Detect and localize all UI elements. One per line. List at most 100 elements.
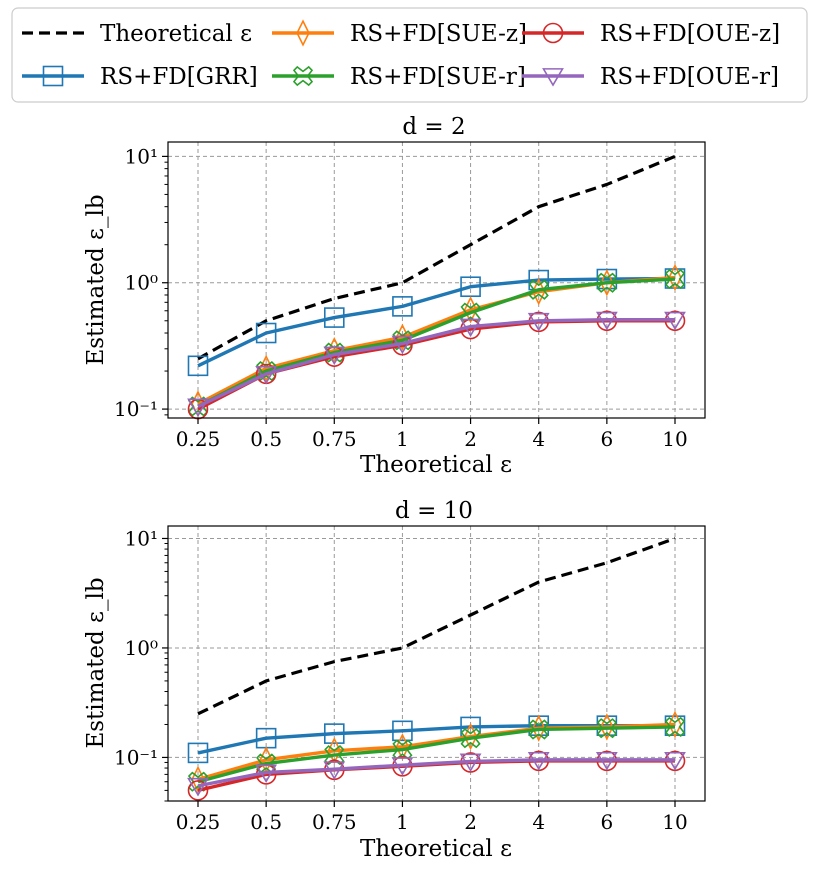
legend-label: RS+FD[SUE-z] <box>350 21 527 47</box>
data-point <box>600 269 614 297</box>
data-point <box>323 346 346 366</box>
data-point <box>255 365 278 385</box>
data-point <box>324 342 345 363</box>
chart-d10: d = 10 0.25 0.5 0.75 1 2 4 6 10 10⁻¹ 10⁰ 10¹ Theor… <box>83 498 706 862</box>
legend-frame <box>11 7 808 103</box>
x-tick-label: 0.25 <box>176 810 221 834</box>
legend-marker <box>42 65 64 87</box>
x-tick-label: 0.75 <box>312 427 357 451</box>
data-point <box>527 312 550 332</box>
ticks: 0.25 0.5 0.75 1 2 4 6 10 10⁻¹ 10⁰ 10¹ <box>114 144 688 451</box>
data-point <box>596 718 617 739</box>
y-tick-label: 10¹ <box>125 526 158 550</box>
legend-label: RS+FD[GRR] <box>100 64 258 90</box>
data-point <box>596 272 617 293</box>
data-point <box>459 753 482 773</box>
data-point <box>595 751 618 771</box>
data-point <box>531 714 546 742</box>
x-axis-label: Theoretical ε <box>360 836 512 862</box>
legend-label: RS+FD[OUE-r] <box>600 64 779 90</box>
data-point <box>323 761 346 780</box>
y-tick-label: 10¹ <box>125 144 158 168</box>
legend-marker <box>542 68 564 87</box>
data-point <box>187 355 209 377</box>
legend-label: Theoretical ε <box>100 21 252 47</box>
legend: Theoretical ε RS+FD[SUE-z] RS+FD[OUE-z] RS+… <box>11 7 808 103</box>
series-line <box>197 317 675 408</box>
x-tick-label: 0.75 <box>312 810 357 834</box>
data-point <box>256 360 277 382</box>
legend-marker <box>292 65 314 87</box>
data-point <box>324 745 345 766</box>
data-point <box>668 710 682 739</box>
data-point <box>255 764 278 783</box>
y-axis-label: Estimated ε_lb <box>83 577 109 748</box>
data-point <box>392 330 413 351</box>
data-point <box>463 722 478 751</box>
legend-label: RS+FD[SUE-r] <box>350 64 526 90</box>
data-point <box>668 263 682 292</box>
chart-title: d = 2 <box>402 114 465 140</box>
data-point <box>392 720 413 742</box>
data-point <box>664 311 686 331</box>
x-tick-label: 10 <box>662 427 687 451</box>
plot-frame <box>167 141 706 419</box>
data-point <box>323 723 345 744</box>
y-tick-label: 10⁻¹ <box>114 745 158 769</box>
data-point <box>255 322 277 344</box>
series-line <box>197 758 675 788</box>
legend-label: RS+FD[OUE-z] <box>600 21 780 47</box>
data-point <box>459 318 482 338</box>
data-point <box>187 777 209 797</box>
x-tick-label: 4 <box>532 427 545 451</box>
data-point <box>527 751 550 771</box>
data-point <box>600 713 614 741</box>
x-tick-label: 4 <box>532 810 545 834</box>
data-point <box>323 307 345 328</box>
data-point <box>595 311 618 331</box>
series-line <box>197 725 676 784</box>
y-tick-label: 10⁰ <box>125 271 158 295</box>
x-tick-label: 1 <box>396 427 409 451</box>
series-line <box>197 277 676 408</box>
data-point <box>528 719 549 740</box>
x-tick-label: 0.5 <box>250 810 282 834</box>
legend-marker <box>542 22 564 44</box>
data-point <box>187 398 209 418</box>
y-axis-label: Estimated ε_lb <box>83 194 109 365</box>
x-tick-label: 1 <box>396 810 409 834</box>
data-point <box>664 751 686 771</box>
data-point <box>191 765 205 794</box>
data-point <box>664 716 686 738</box>
grid <box>168 142 705 418</box>
series <box>187 536 686 801</box>
x-tick-label: 0.25 <box>176 427 221 451</box>
chart-title: d = 10 <box>395 498 473 524</box>
data-point <box>391 335 414 355</box>
data-point <box>187 780 209 801</box>
y-tick-label: 10⁰ <box>125 636 158 660</box>
x-tick-label: 0.5 <box>250 427 282 451</box>
data-point <box>528 279 549 300</box>
grid <box>168 526 705 801</box>
series-line <box>197 154 676 361</box>
x-tick-label: 6 <box>600 427 613 451</box>
x-tick-label: 6 <box>600 810 613 834</box>
y-tick-label: 10⁻¹ <box>114 397 158 421</box>
data-point <box>460 728 481 749</box>
data-point <box>392 296 413 317</box>
x-axis-label: Theoretical ε <box>360 452 512 478</box>
series-line <box>197 276 676 368</box>
chart-d2: d = 2 0.25 0.5 0.75 1 2 4 6 10 10⁻¹ 10⁰ 10¹ Theore… <box>83 114 706 478</box>
plot-frame <box>167 525 706 802</box>
series <box>187 154 686 420</box>
data-point <box>664 268 686 290</box>
series-line <box>197 536 676 716</box>
data-point <box>187 742 209 764</box>
x-tick-label: 2 <box>464 810 477 834</box>
x-tick-label: 10 <box>662 810 687 834</box>
x-tick-label: 2 <box>464 427 477 451</box>
legend-marker <box>296 19 310 47</box>
ticks: 0.25 0.5 0.75 1 2 4 6 10 10⁻¹ 10⁰ 10¹ <box>114 526 688 834</box>
